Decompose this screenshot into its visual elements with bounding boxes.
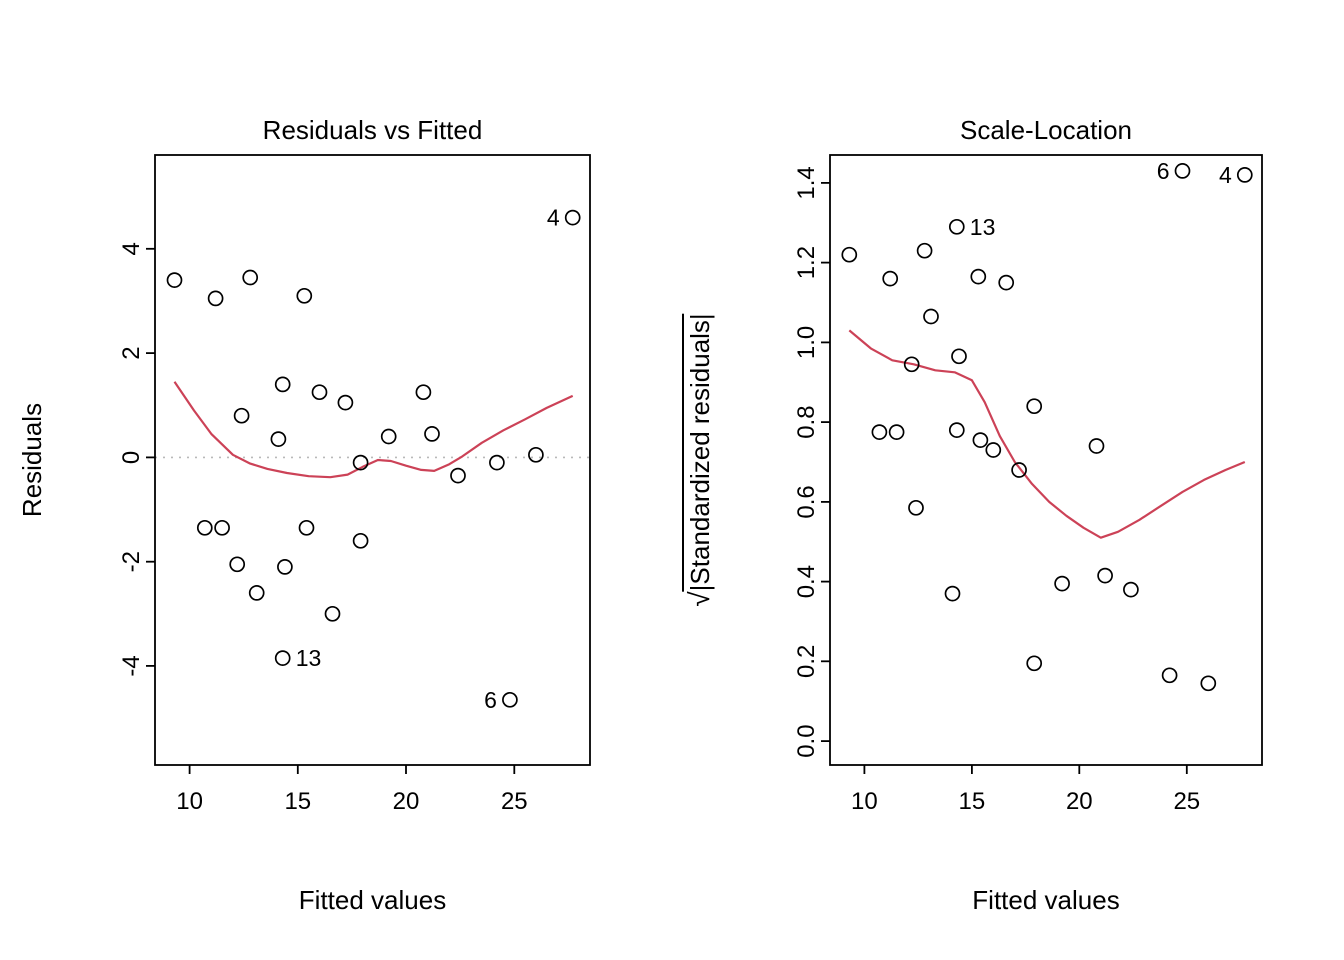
- data-point: [1097, 567, 1113, 584]
- data-point: [882, 270, 899, 287]
- outlier-label-4: 4: [1219, 162, 1232, 188]
- data-point: [207, 290, 224, 307]
- y-axis-tick-label: 2: [118, 346, 145, 359]
- data-point: [1026, 655, 1043, 672]
- smooth-trend-line: [173, 381, 574, 479]
- data-point: [380, 428, 397, 445]
- data-point: [274, 376, 291, 393]
- data-point: [311, 384, 328, 401]
- data-point: [196, 519, 213, 536]
- outlier-point-4: [564, 209, 581, 226]
- data-point: [916, 242, 933, 259]
- y-axis-tick-label: 0: [118, 451, 145, 464]
- outlier-label-13: 13: [296, 645, 322, 671]
- data-point: [296, 287, 313, 304]
- data-point: [1088, 438, 1105, 454]
- data-point: [972, 432, 989, 448]
- y-axis-tick-label: 4: [118, 242, 145, 255]
- data-point: [166, 272, 183, 288]
- data-point: [233, 407, 250, 424]
- plot-box: [154, 154, 591, 766]
- x-axis-tick-label: 20: [1066, 788, 1093, 815]
- outlier-label-4: 4: [547, 205, 560, 231]
- y-axis-tick-label: -4: [118, 655, 145, 676]
- outlier-point-6: [502, 691, 518, 708]
- data-point: [923, 308, 939, 325]
- data-point: [424, 426, 440, 442]
- data-point: [214, 519, 230, 536]
- outlier-point-13: [948, 218, 965, 235]
- data-point: [944, 585, 961, 602]
- outlier-point-6: [1174, 163, 1191, 179]
- data-point: [1200, 675, 1217, 692]
- right-y-axis-label-text: |Standardized residuals|: [682, 313, 715, 592]
- x-axis-tick-label: 10: [176, 788, 203, 815]
- data-point: [352, 532, 369, 549]
- right-x-axis-label: Fitted values: [972, 885, 1120, 915]
- data-point: [871, 424, 888, 440]
- data-point: [489, 454, 505, 471]
- outlier-label-6: 6: [1157, 158, 1170, 184]
- data-point: [1026, 398, 1043, 415]
- data-point: [998, 274, 1015, 291]
- y-axis-tick-label: -2: [118, 551, 145, 572]
- y-axis-tick-label: 1.2: [793, 246, 820, 279]
- x-axis-tick-label: 15: [959, 788, 986, 815]
- data-point: [985, 442, 1002, 458]
- y-axis-tick-label: 1.4: [793, 166, 820, 199]
- smooth-trend-line: [848, 329, 1246, 539]
- right-y-axis-label: √|Standardized residuals|: [682, 313, 715, 607]
- y-axis-tick-label: 0.2: [793, 645, 820, 678]
- data-point: [248, 585, 265, 601]
- data-point: [415, 384, 432, 401]
- data-point: [951, 348, 967, 365]
- x-axis-tick-label: 15: [284, 788, 311, 815]
- y-axis-tick-label: 0.8: [793, 405, 820, 438]
- outlier-point-13: [274, 650, 291, 666]
- data-point: [888, 424, 905, 440]
- data-point: [528, 446, 544, 463]
- x-axis-tick-label: 10: [851, 788, 878, 815]
- right-chart-title: Scale-Location: [960, 115, 1132, 145]
- data-point: [970, 268, 987, 285]
- x-axis-tick-label: 20: [393, 788, 420, 815]
- outlier-label-6: 6: [484, 687, 497, 713]
- left-chart-title: Residuals vs Fitted: [262, 115, 483, 145]
- data-point: [908, 499, 924, 516]
- data-point: [1054, 575, 1070, 592]
- outlier-label-13: 13: [970, 214, 996, 240]
- data-point: [1123, 581, 1139, 598]
- data-point: [324, 605, 341, 622]
- y-axis-tick-label: 0.0: [793, 724, 820, 757]
- plot-box: [829, 154, 1263, 766]
- x-axis-tick-label: 25: [1173, 788, 1200, 815]
- data-point: [229, 556, 246, 573]
- y-axis-tick-label: 1.0: [793, 326, 820, 359]
- outlier-point-4: [1236, 167, 1253, 183]
- data-point: [1161, 667, 1178, 684]
- sqrt-symbol: √: [684, 591, 715, 607]
- data-point: [450, 467, 466, 484]
- data-point: [298, 519, 315, 536]
- data-point: [242, 269, 259, 286]
- data-point: [1011, 462, 1027, 478]
- data-point: [337, 394, 354, 411]
- x-axis-tick-label: 25: [501, 788, 528, 815]
- left-x-axis-label: Fitted values: [298, 885, 447, 915]
- y-axis-tick-label: 0.4: [793, 565, 820, 598]
- data-point: [277, 559, 293, 575]
- data-point: [841, 246, 858, 263]
- data-point: [903, 356, 920, 373]
- data-point: [352, 454, 369, 471]
- data-point: [948, 422, 965, 438]
- y-axis-tick-label: 0.6: [793, 485, 820, 518]
- data-point: [270, 431, 287, 447]
- left-y-axis-label: Residuals: [17, 402, 47, 518]
